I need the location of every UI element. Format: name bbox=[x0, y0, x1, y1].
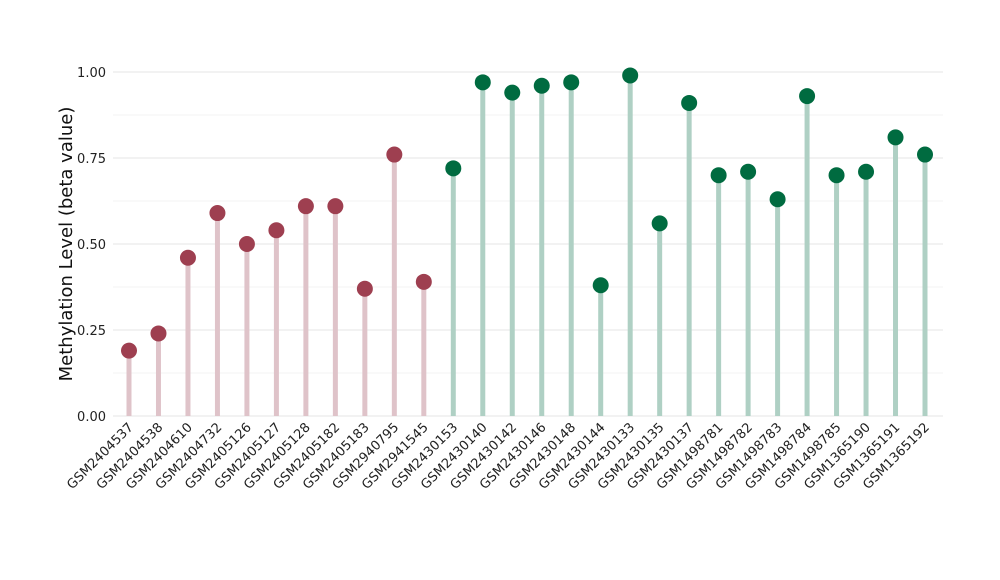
lollipop-point bbox=[415, 273, 432, 290]
lollipop-point bbox=[917, 146, 933, 163]
lollipop-point bbox=[297, 198, 314, 215]
lollipop-point bbox=[445, 160, 462, 177]
lollipop-point bbox=[563, 74, 580, 91]
y-axis-label: Methylation Level (beta value) bbox=[56, 107, 77, 382]
y-tick-label: 1.00 bbox=[77, 66, 106, 81]
y-tick-label: 0.50 bbox=[77, 238, 106, 253]
grid bbox=[113, 71, 943, 417]
y-tick-label: 0.75 bbox=[77, 152, 106, 167]
lollipop-point bbox=[681, 94, 698, 111]
lollipop-point bbox=[327, 198, 344, 215]
lollipop-point bbox=[592, 277, 609, 294]
y-axis: 0.00 0.25 0.50 0.75 1.00 bbox=[77, 66, 106, 425]
lollipop-point bbox=[710, 167, 727, 184]
lollipop-point bbox=[533, 77, 550, 94]
lollipop-point bbox=[150, 325, 167, 342]
lollipop-point bbox=[268, 222, 285, 239]
lollipop-point bbox=[179, 249, 196, 266]
lollipop-point bbox=[474, 74, 491, 91]
lollipop-point bbox=[121, 342, 137, 359]
lollipop-point bbox=[386, 146, 403, 163]
x-axis: GSM2404537GSM2404538GSM2404610GSM2404732… bbox=[64, 420, 932, 492]
lollipop-point bbox=[504, 84, 521, 101]
lollipop-point bbox=[740, 163, 757, 180]
lollipop-point bbox=[622, 67, 639, 84]
lollipop-point bbox=[887, 129, 904, 146]
y-tick-label: 0.25 bbox=[77, 324, 106, 339]
lollipop-point bbox=[769, 191, 786, 208]
data-marks bbox=[121, 67, 933, 416]
lollipop-point bbox=[799, 88, 816, 105]
lollipop-point bbox=[858, 163, 875, 180]
lollipop-point bbox=[238, 236, 255, 252]
lollipop-point bbox=[356, 280, 373, 297]
lollipop-point bbox=[651, 215, 668, 232]
lollipop-point bbox=[209, 205, 226, 222]
lollipop-point bbox=[828, 167, 845, 184]
y-tick-label: 0.00 bbox=[77, 410, 106, 425]
